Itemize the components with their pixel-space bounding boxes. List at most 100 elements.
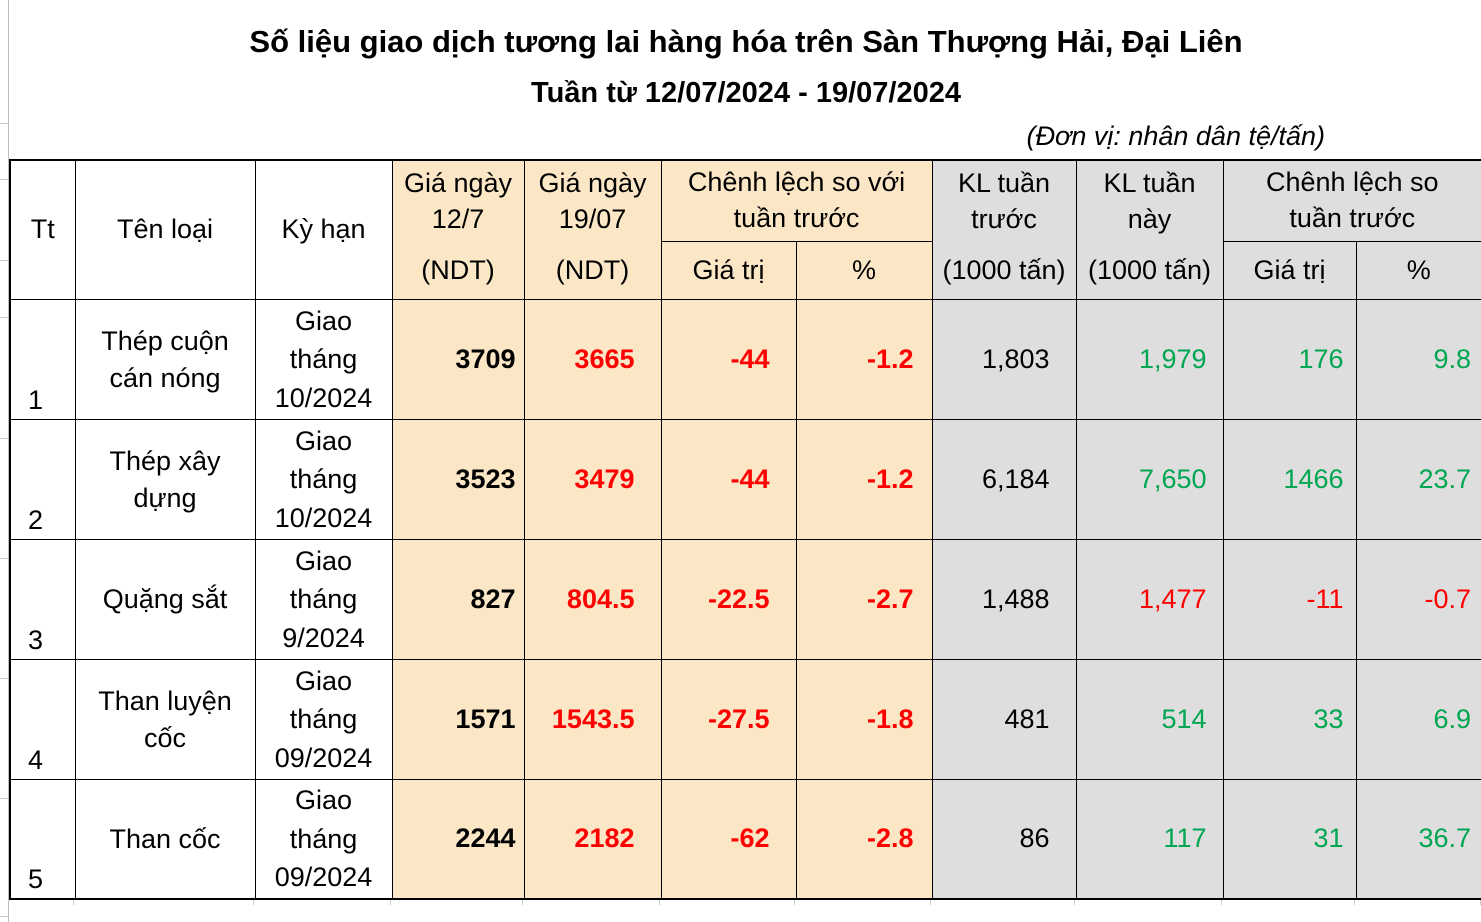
header-row-1: Tt Tên loại Kỳ hạn Giá ngày 12/7 (NDT) G… bbox=[9, 159, 1481, 300]
cell-vol-diff-pct: 23.7 bbox=[1355, 419, 1481, 540]
futures-data-table: Tt Tên loại Kỳ hạn Giá ngày 12/7 (NDT) G… bbox=[9, 159, 1481, 900]
cell-tt: 3 bbox=[9, 539, 76, 660]
gutter-tick bbox=[0, 318, 8, 439]
header-ten-loai: Tên loại bbox=[74, 159, 256, 300]
cell-term: Giao tháng 09/2024 bbox=[254, 779, 393, 899]
cell-commodity-name: Than luyện cốc bbox=[74, 659, 256, 780]
header-pct-price: % bbox=[795, 240, 933, 301]
gutter-tick bbox=[0, 799, 8, 917]
gutter-tick bbox=[0, 261, 8, 318]
header-gia-ngay-12-label: Giá ngày 12/7 bbox=[403, 167, 513, 234]
header-chenh-lech-kl: Chênh lệch so tuần trước bbox=[1222, 159, 1481, 242]
header-kl-tuan-nay-label: KL tuần này bbox=[1103, 167, 1196, 234]
gridline-cell bbox=[1075, 899, 1222, 905]
header-kl-tuan-nay-unit: (1000 tấn) bbox=[1087, 254, 1212, 285]
cell-price-19-07: 2182 bbox=[523, 779, 662, 899]
gridline-cell bbox=[931, 899, 1075, 905]
cell-vol-prev-week: 1,488 bbox=[931, 539, 1077, 660]
cell-diff-pct: -1.8 bbox=[795, 659, 933, 780]
cell-tt: 2 bbox=[9, 419, 76, 540]
gutter-tick bbox=[0, 124, 8, 180]
cell-price-19-07: 1543.5 bbox=[523, 659, 662, 780]
header-gia-ngay-12-unit: (NDT) bbox=[421, 254, 495, 285]
gridline-cell bbox=[660, 899, 795, 905]
cell-diff-pct: -2.8 bbox=[795, 779, 933, 899]
table-row: 3 Quặng sắt Giao tháng 9/2024 827 804.5 … bbox=[9, 539, 1481, 660]
cell-diff-value: -27.5 bbox=[660, 659, 797, 780]
header-gia-ngay-19-label: Giá ngày 19/07 bbox=[538, 167, 647, 234]
cell-price-12-07: 3709 bbox=[391, 299, 525, 420]
gridline-cell bbox=[1222, 899, 1355, 905]
cell-price-19-07: 3665 bbox=[523, 299, 662, 420]
gutter-tick bbox=[0, 679, 8, 799]
next-row-sliver bbox=[9, 899, 1481, 905]
cell-term: Giao tháng 10/2024 bbox=[254, 419, 393, 540]
cell-vol-diff-value: 1466 bbox=[1222, 419, 1357, 540]
header-chenh-lech-gia: Chênh lệch so với tuần trước bbox=[660, 159, 933, 242]
page-subtitle: Tuần từ 12/07/2024 - 19/07/2024 bbox=[531, 77, 961, 109]
table-row: 1 Thép cuộn cán nóng Giao tháng 10/2024 … bbox=[9, 299, 1481, 420]
header-kl-tuan-nay: KL tuần này (1000 tấn) bbox=[1075, 159, 1224, 300]
table-row: 4 Than luyện cốc Giao tháng 09/2024 1571… bbox=[9, 659, 1481, 780]
cell-price-12-07: 827 bbox=[391, 539, 525, 660]
cell-vol-diff-value: -11 bbox=[1222, 539, 1357, 660]
unit-note: (Đơn vị: nhân dân tệ/tấn) bbox=[1026, 121, 1326, 151]
header-kl-tuan-truoc-label: KL tuần trước bbox=[957, 167, 1051, 234]
cell-commodity-name: Thép xây dựng bbox=[74, 419, 256, 540]
header-ky-han: Kỳ hạn bbox=[254, 159, 393, 300]
cell-price-12-07: 2244 bbox=[391, 779, 525, 899]
cell-diff-value: -44 bbox=[660, 299, 797, 420]
cell-price-12-07: 1571 bbox=[391, 659, 525, 780]
header-gia-tri-kl: Giá trị bbox=[1222, 240, 1357, 301]
cell-diff-value: -22.5 bbox=[660, 539, 797, 660]
cell-vol-this-week: 514 bbox=[1075, 659, 1224, 780]
header-gia-ngay-19: Giá ngày 19/07 (NDT) bbox=[523, 159, 662, 300]
cell-diff-value: -44 bbox=[660, 419, 797, 540]
cell-vol-this-week: 1,979 bbox=[1075, 299, 1224, 420]
cell-vol-diff-value: 176 bbox=[1222, 299, 1357, 420]
cell-vol-diff-pct: 6.9 bbox=[1355, 659, 1481, 780]
gridline-cell bbox=[9, 899, 74, 905]
cell-price-19-07: 804.5 bbox=[523, 539, 662, 660]
cell-diff-value: -62 bbox=[660, 779, 797, 899]
gridline-cell bbox=[254, 899, 391, 905]
cell-vol-this-week: 1,477 bbox=[1075, 539, 1224, 660]
cell-vol-diff-pct: -0.7 bbox=[1355, 539, 1481, 660]
cell-term: Giao tháng 10/2024 bbox=[254, 299, 393, 420]
table-row: 5 Than cốc Giao tháng 09/2024 2244 2182 … bbox=[9, 779, 1481, 899]
cell-diff-pct: -1.2 bbox=[795, 419, 933, 540]
gutter-tick bbox=[0, 439, 8, 559]
cell-vol-diff-value: 31 bbox=[1222, 779, 1357, 899]
header-kl-tuan-truoc: KL tuần trước (1000 tấn) bbox=[931, 159, 1077, 300]
gutter-tick bbox=[0, 559, 8, 679]
cell-commodity-name: Than cốc bbox=[74, 779, 256, 899]
gutter-tick bbox=[0, 0, 8, 124]
cell-term: Giao tháng 09/2024 bbox=[254, 659, 393, 780]
gutter-tick bbox=[0, 180, 8, 261]
cell-vol-diff-pct: 9.8 bbox=[1355, 299, 1481, 420]
gridline-cell bbox=[391, 899, 523, 905]
cell-vol-prev-week: 1,803 bbox=[931, 299, 1077, 420]
cell-commodity-name: Quặng sắt bbox=[74, 539, 256, 660]
header-gia-ngay-12: Giá ngày 12/7 (NDT) bbox=[391, 159, 525, 300]
cell-vol-diff-value: 33 bbox=[1222, 659, 1357, 780]
cell-tt: 4 bbox=[9, 659, 76, 780]
cell-price-12-07: 3523 bbox=[391, 419, 525, 540]
cell-diff-pct: -2.7 bbox=[795, 539, 933, 660]
cell-vol-diff-pct: 36.7 bbox=[1355, 779, 1481, 899]
header-tt: Tt bbox=[9, 159, 76, 300]
cell-tt: 1 bbox=[9, 299, 76, 420]
sheet-gutter bbox=[0, 0, 9, 922]
header-gia-tri-price: Giá trị bbox=[660, 240, 797, 301]
header-kl-tuan-truoc-unit: (1000 tấn) bbox=[942, 254, 1066, 285]
gridline-cell bbox=[74, 899, 254, 905]
table-row: 2 Thép xây dựng Giao tháng 10/2024 3523 … bbox=[9, 419, 1481, 540]
header-pct-kl: % bbox=[1355, 240, 1481, 301]
gridline-cell bbox=[795, 899, 931, 905]
gridline-cell bbox=[1355, 899, 1481, 905]
header-gia-ngay-19-unit: (NDT) bbox=[555, 254, 630, 285]
cell-diff-pct: -1.2 bbox=[795, 299, 933, 420]
header-row-2: Giá trị % Giá trị % bbox=[10, 240, 1481, 301]
cell-term: Giao tháng 9/2024 bbox=[254, 539, 393, 660]
